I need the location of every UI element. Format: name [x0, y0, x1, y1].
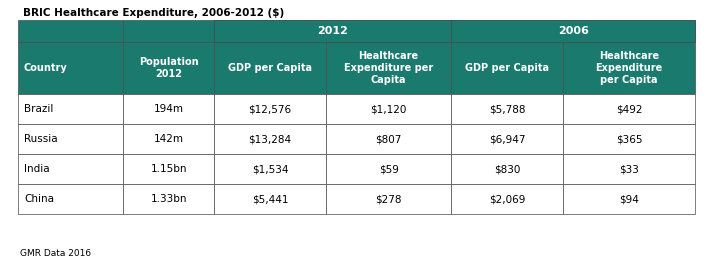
Bar: [563, 154, 695, 184]
Text: Population
2012: Population 2012: [139, 57, 198, 79]
Bar: [215, 20, 326, 42]
Text: GDP per Capita: GDP per Capita: [465, 63, 549, 73]
Bar: [451, 154, 563, 184]
Bar: [123, 124, 215, 154]
Text: Healthcare
Expenditure
per Capita: Healthcare Expenditure per Capita: [595, 51, 663, 85]
Bar: [451, 124, 563, 154]
Text: $5,441: $5,441: [252, 194, 289, 204]
Bar: [18, 42, 123, 94]
Bar: [215, 42, 326, 94]
Text: GMR Data 2016: GMR Data 2016: [20, 249, 91, 258]
Bar: [123, 154, 215, 184]
Text: $1,534: $1,534: [252, 164, 289, 174]
Bar: [451, 42, 563, 94]
Text: 2012: 2012: [318, 26, 348, 36]
Bar: [215, 154, 326, 184]
Text: $5,788: $5,788: [489, 104, 525, 114]
Text: 194m: 194m: [154, 104, 184, 114]
Bar: [563, 184, 695, 214]
Bar: [215, 124, 326, 154]
Text: China: China: [24, 194, 54, 204]
Text: GDP per Capita: GDP per Capita: [228, 63, 312, 73]
Bar: [451, 20, 563, 42]
Bar: [18, 154, 123, 184]
Bar: [451, 184, 563, 214]
Bar: [326, 94, 451, 124]
Text: $365: $365: [616, 134, 642, 144]
Text: 1.33bn: 1.33bn: [150, 194, 187, 204]
Bar: [18, 20, 123, 42]
Text: 2006: 2006: [558, 26, 589, 36]
Text: $807: $807: [376, 134, 402, 144]
Bar: [123, 94, 215, 124]
Bar: [563, 20, 695, 42]
Text: $94: $94: [619, 194, 639, 204]
Bar: [563, 94, 695, 124]
Bar: [215, 94, 326, 124]
Bar: [451, 20, 695, 42]
Bar: [18, 184, 123, 214]
Text: BRIC Healthcare Expenditure, 2006-2012 ($): BRIC Healthcare Expenditure, 2006-2012 (…: [23, 8, 285, 18]
Bar: [563, 42, 695, 94]
Text: $59: $59: [378, 164, 399, 174]
Text: Russia: Russia: [24, 134, 58, 144]
Bar: [123, 20, 215, 42]
Bar: [18, 94, 123, 124]
Text: $830: $830: [494, 164, 520, 174]
Bar: [326, 124, 451, 154]
Bar: [215, 20, 451, 42]
Text: 142m: 142m: [154, 134, 184, 144]
Text: Country: Country: [24, 63, 68, 73]
Bar: [563, 124, 695, 154]
Text: $1,120: $1,120: [371, 104, 407, 114]
Text: $2,069: $2,069: [489, 194, 525, 204]
Text: Brazil: Brazil: [24, 104, 54, 114]
Text: $33: $33: [619, 164, 639, 174]
Bar: [18, 124, 123, 154]
Bar: [326, 42, 451, 94]
Bar: [451, 94, 563, 124]
Text: $13,284: $13,284: [249, 134, 292, 144]
Text: India: India: [24, 164, 49, 174]
Text: $492: $492: [616, 104, 642, 114]
Text: Healthcare
Expenditure per
Capita: Healthcare Expenditure per Capita: [344, 51, 433, 85]
Bar: [123, 184, 215, 214]
Bar: [123, 42, 215, 94]
Text: 1.15bn: 1.15bn: [150, 164, 187, 174]
Bar: [326, 154, 451, 184]
Text: $12,576: $12,576: [249, 104, 292, 114]
Bar: [326, 184, 451, 214]
Bar: [215, 184, 326, 214]
Text: $6,947: $6,947: [489, 134, 525, 144]
Bar: [326, 20, 451, 42]
Text: $278: $278: [376, 194, 402, 204]
